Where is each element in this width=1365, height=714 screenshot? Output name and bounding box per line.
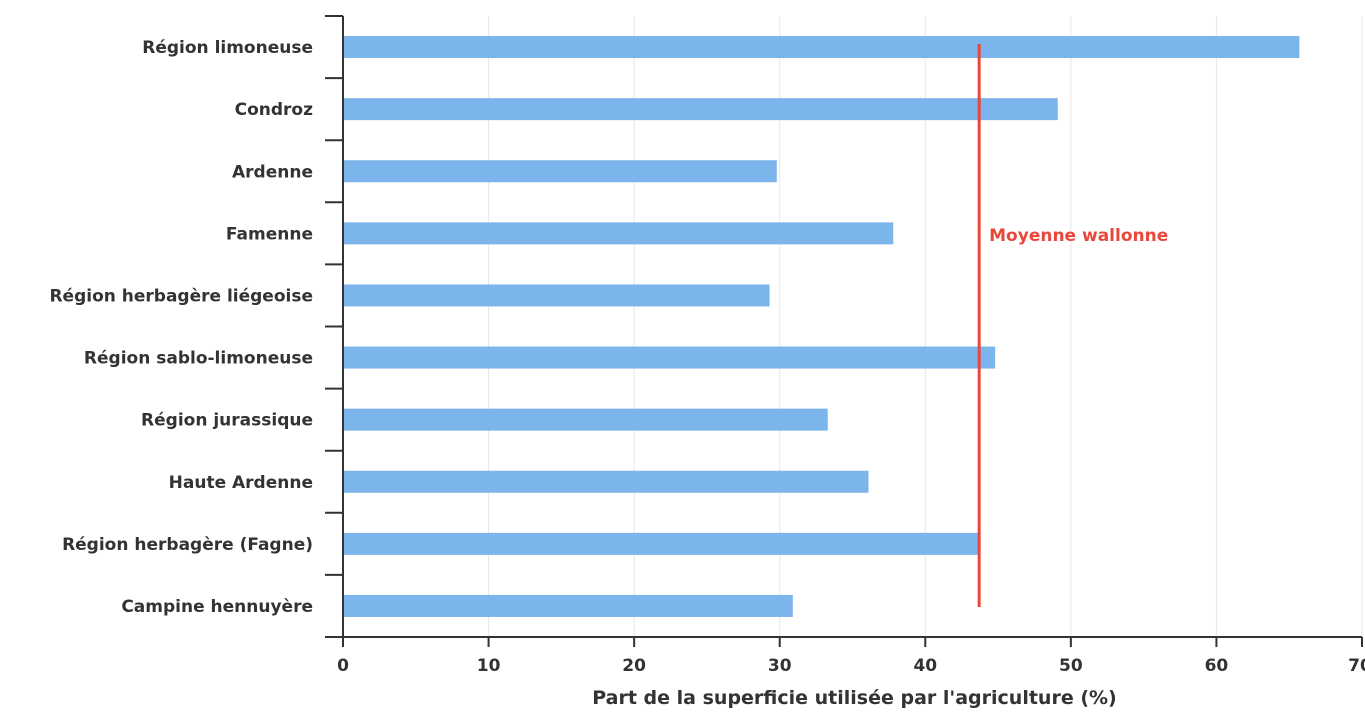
bar xyxy=(344,532,980,555)
reference-line-group: Moyenne wallonne xyxy=(977,44,1168,607)
bar xyxy=(344,284,770,307)
bar xyxy=(344,160,777,183)
category-label: Région limoneuse xyxy=(142,38,313,58)
category-label: Région sablo-limoneuse xyxy=(84,349,313,369)
axes xyxy=(325,15,1363,647)
bars xyxy=(344,36,1300,617)
x-tick-label: 70 xyxy=(1348,656,1365,676)
bar xyxy=(344,98,1058,121)
x-tick-label: 50 xyxy=(1059,656,1083,676)
x-tick-labels: 0 10 20 30 40 50 60 70 xyxy=(337,656,1365,676)
category-label: Condroz xyxy=(235,100,313,120)
bar xyxy=(344,594,793,617)
x-tick-label: 20 xyxy=(622,656,646,676)
category-label: Ardenne xyxy=(232,162,313,182)
bar xyxy=(344,346,996,369)
bar xyxy=(344,222,894,245)
category-labels: Région limoneuse Condroz Ardenne Famenne Rég… xyxy=(49,38,313,617)
x-tick-label: 0 xyxy=(337,656,349,676)
x-axis-title: Part de la superficie utilisée par l'agr… xyxy=(592,687,1116,709)
x-tick-label: 40 xyxy=(913,656,937,676)
bar xyxy=(344,470,869,493)
x-tick-label: 10 xyxy=(477,656,501,676)
bar xyxy=(344,408,828,431)
category-label: Région jurassique xyxy=(141,411,313,431)
bar xyxy=(344,36,1300,59)
category-label: Haute Ardenne xyxy=(169,473,313,493)
x-tick-label: 60 xyxy=(1205,656,1229,676)
category-label: Famenne xyxy=(226,224,313,244)
x-tick-label: 30 xyxy=(768,656,792,676)
reference-line-label: Moyenne wallonne xyxy=(989,226,1168,246)
category-label: Région herbagère liégeoise xyxy=(49,286,313,306)
category-label: Campine hennuyère xyxy=(121,597,313,617)
category-label: Région herbagère (Fagne) xyxy=(62,535,313,555)
